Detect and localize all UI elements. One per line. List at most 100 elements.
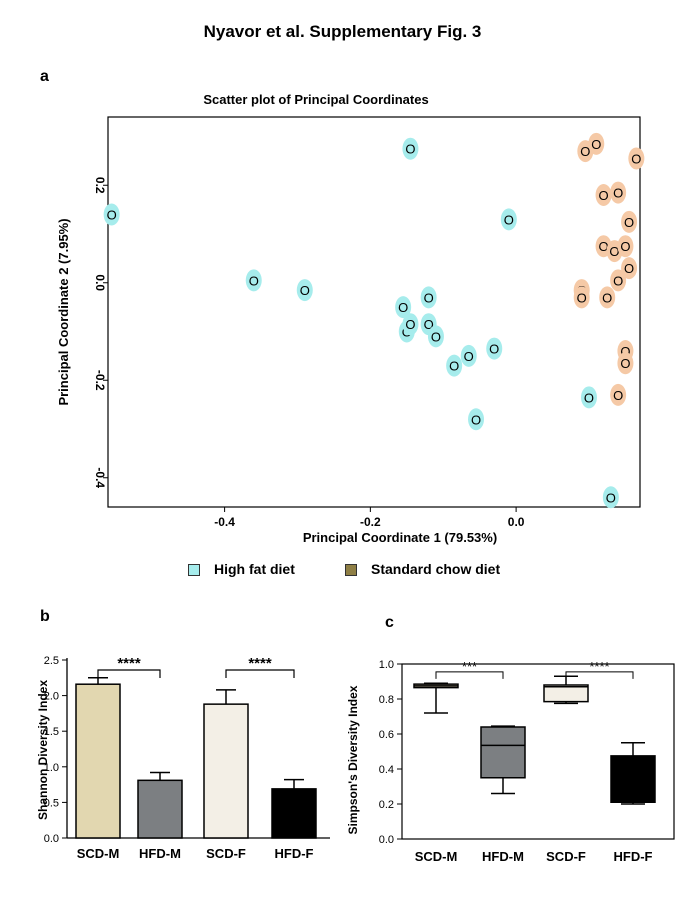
box-y-tick-label: 0.6 [379, 729, 394, 741]
scatter-point-hfd: O [402, 137, 419, 160]
scatter-point-hfd: O [486, 337, 503, 360]
scatter-point-scd: O [588, 132, 605, 155]
simpson-box-plot: Simpson's Diversity Index 0.0 0.2 0.4 0.6 0.… [346, 659, 675, 864]
scatter-point-hfd: O [446, 354, 463, 377]
scatter-point-marker: O [606, 490, 616, 505]
box-category-label: SCD-F [546, 849, 586, 864]
simpson-y-axis-label: Simpson's Diversity Index [346, 685, 360, 834]
scatter-point-marker: O [613, 273, 623, 288]
scatter-point-hfd: O [395, 296, 412, 319]
scatter-point-marker: O [577, 290, 587, 305]
bar-significance-bracket [225, 669, 295, 678]
scatter-point-scd: O [595, 184, 612, 206]
scatter-point-halo [617, 352, 634, 375]
scatter-point-scd: O [610, 269, 627, 292]
box-y-tick-label: 0.2 [379, 799, 394, 811]
bar-y-tick-label: 1.0 [44, 762, 59, 774]
scatter-point-halo [621, 210, 638, 233]
scatter-point-halo [460, 344, 477, 367]
box-category-label: HFD-M [482, 849, 524, 864]
scatter-plot-frame [107, 116, 641, 508]
scatter-point-scd: O [617, 235, 634, 258]
legend-label-hfd: High fat diet [214, 561, 295, 577]
scatter-x-tick-label: -0.2 [360, 515, 381, 529]
bar-significance-bracket [97, 669, 161, 678]
scatter-point-scd: O [610, 181, 627, 204]
scatter-point-halo [610, 383, 627, 406]
scatter-point-halo [245, 269, 262, 292]
panel-letter-c: c [385, 614, 394, 631]
scatter-point-marker: O [620, 239, 630, 254]
scatter-point-marker: O [598, 188, 608, 203]
scatter-point-marker: O [584, 390, 594, 405]
scatter-point-marker: O [431, 329, 441, 344]
scatter-point-scd: O [610, 383, 627, 406]
bar-significance-label: **** [248, 655, 272, 672]
scatter-point-marker: O [613, 388, 623, 403]
scatter-point-marker: O [602, 290, 612, 305]
scatter-point-scd: O [621, 210, 638, 233]
box-significance-bracket [565, 671, 634, 679]
scatter-point-hfd: O [500, 208, 517, 231]
pcoa-scatter-plot: Scatter plot of Principal Coordinates Pr… [56, 92, 645, 545]
scatter-point-halo [617, 235, 634, 258]
shannon-bar-chart: Shannon Diversity Index 0.0 0.5 1.0 1.5 2.0 2… [36, 655, 330, 861]
box-plot-frame [401, 663, 675, 840]
legend-item-scd: Standard chow diet [345, 561, 500, 577]
scatter-y-tick-label: -0.4 [93, 467, 107, 488]
panel-letter-a: a [40, 68, 49, 85]
scatter-point-halo [446, 354, 463, 377]
bar-y-tick-label: 0.5 [44, 797, 59, 809]
scatter-point-halo [628, 147, 645, 170]
scatter-point-marker: O [107, 208, 117, 223]
scatter-point-halo [580, 386, 597, 409]
scatter-point-hfd: O [402, 313, 419, 336]
scatter-point-halo [427, 325, 444, 348]
scatter-y-tick-label: -0.2 [93, 370, 107, 391]
scatter-point-halo [486, 337, 503, 360]
scatter-point-halo [573, 286, 590, 309]
legend-item-hfd: High fat diet [188, 561, 295, 577]
bar-y-tick-label: 2.0 [44, 691, 59, 703]
scatter-point-marker: O [405, 142, 415, 157]
scatter-y-tick-label: 0.0 [93, 274, 107, 291]
bar-mark [75, 683, 121, 839]
scatter-point-hfd: O [427, 325, 444, 348]
bar-mark [137, 779, 183, 839]
scatter-point-halo [610, 269, 627, 292]
scatter-point-halo [621, 257, 638, 280]
scatter-point-marker: O [424, 290, 434, 305]
scatter-point-halo [610, 181, 627, 204]
scatter-point-marker: O [405, 317, 415, 332]
bar-mark [271, 788, 317, 839]
scatter-point-scd: O [599, 286, 616, 309]
scatter-point-marker: O [300, 283, 310, 298]
scatter-point-hfd: O [103, 203, 120, 226]
shannon-y-axis-label: Shannon Diversity Index [36, 680, 50, 820]
scatter-point-marker: O [620, 344, 630, 359]
box-significance-label: *** [462, 659, 477, 674]
legend-swatch-hfd [188, 564, 200, 577]
scatter-point-scd: O [621, 257, 638, 280]
scatter-point-marker: O [598, 239, 608, 254]
scatter-point-halo [420, 286, 437, 309]
box-mark [610, 755, 656, 803]
box-y-tick-label: 0.0 [379, 834, 394, 846]
box-significance-bracket [435, 671, 504, 679]
box-category-label: SCD-M [415, 849, 458, 864]
scatter-point-hfd: O [420, 286, 437, 309]
box-y-tick-label: 0.8 [379, 694, 394, 706]
bar-category-label: SCD-M [77, 846, 120, 861]
scatter-point-marker: O [249, 273, 259, 288]
scatter-point-halo [103, 203, 120, 226]
scatter-point-marker: O [631, 151, 641, 166]
box-mark [543, 684, 589, 703]
scatter-x-tick-label: 0.0 [508, 515, 525, 529]
scatter-point-halo [588, 132, 605, 155]
panel-letter-b: b [40, 608, 50, 625]
scatter-point-marker: O [489, 342, 499, 357]
scatter-point-halo [595, 184, 612, 206]
scatter-point-hfd: O [460, 344, 477, 367]
scatter-y-tick-label: 0.2 [93, 177, 107, 194]
box-mark [480, 726, 526, 779]
